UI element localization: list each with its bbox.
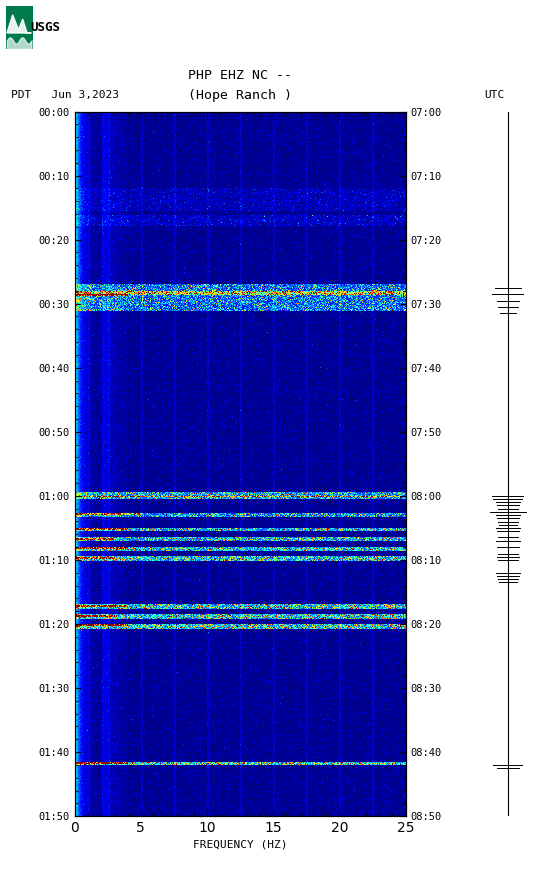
Text: USGS: USGS — [30, 21, 60, 34]
Text: (Hope Ranch ): (Hope Ranch ) — [188, 89, 292, 102]
X-axis label: FREQUENCY (HZ): FREQUENCY (HZ) — [193, 839, 288, 849]
Bar — [6, 6, 33, 49]
Text: UTC: UTC — [484, 90, 504, 101]
Polygon shape — [7, 15, 31, 33]
Text: PDT   Jun 3,2023: PDT Jun 3,2023 — [11, 90, 119, 101]
Text: PHP EHZ NC --: PHP EHZ NC -- — [188, 70, 292, 82]
